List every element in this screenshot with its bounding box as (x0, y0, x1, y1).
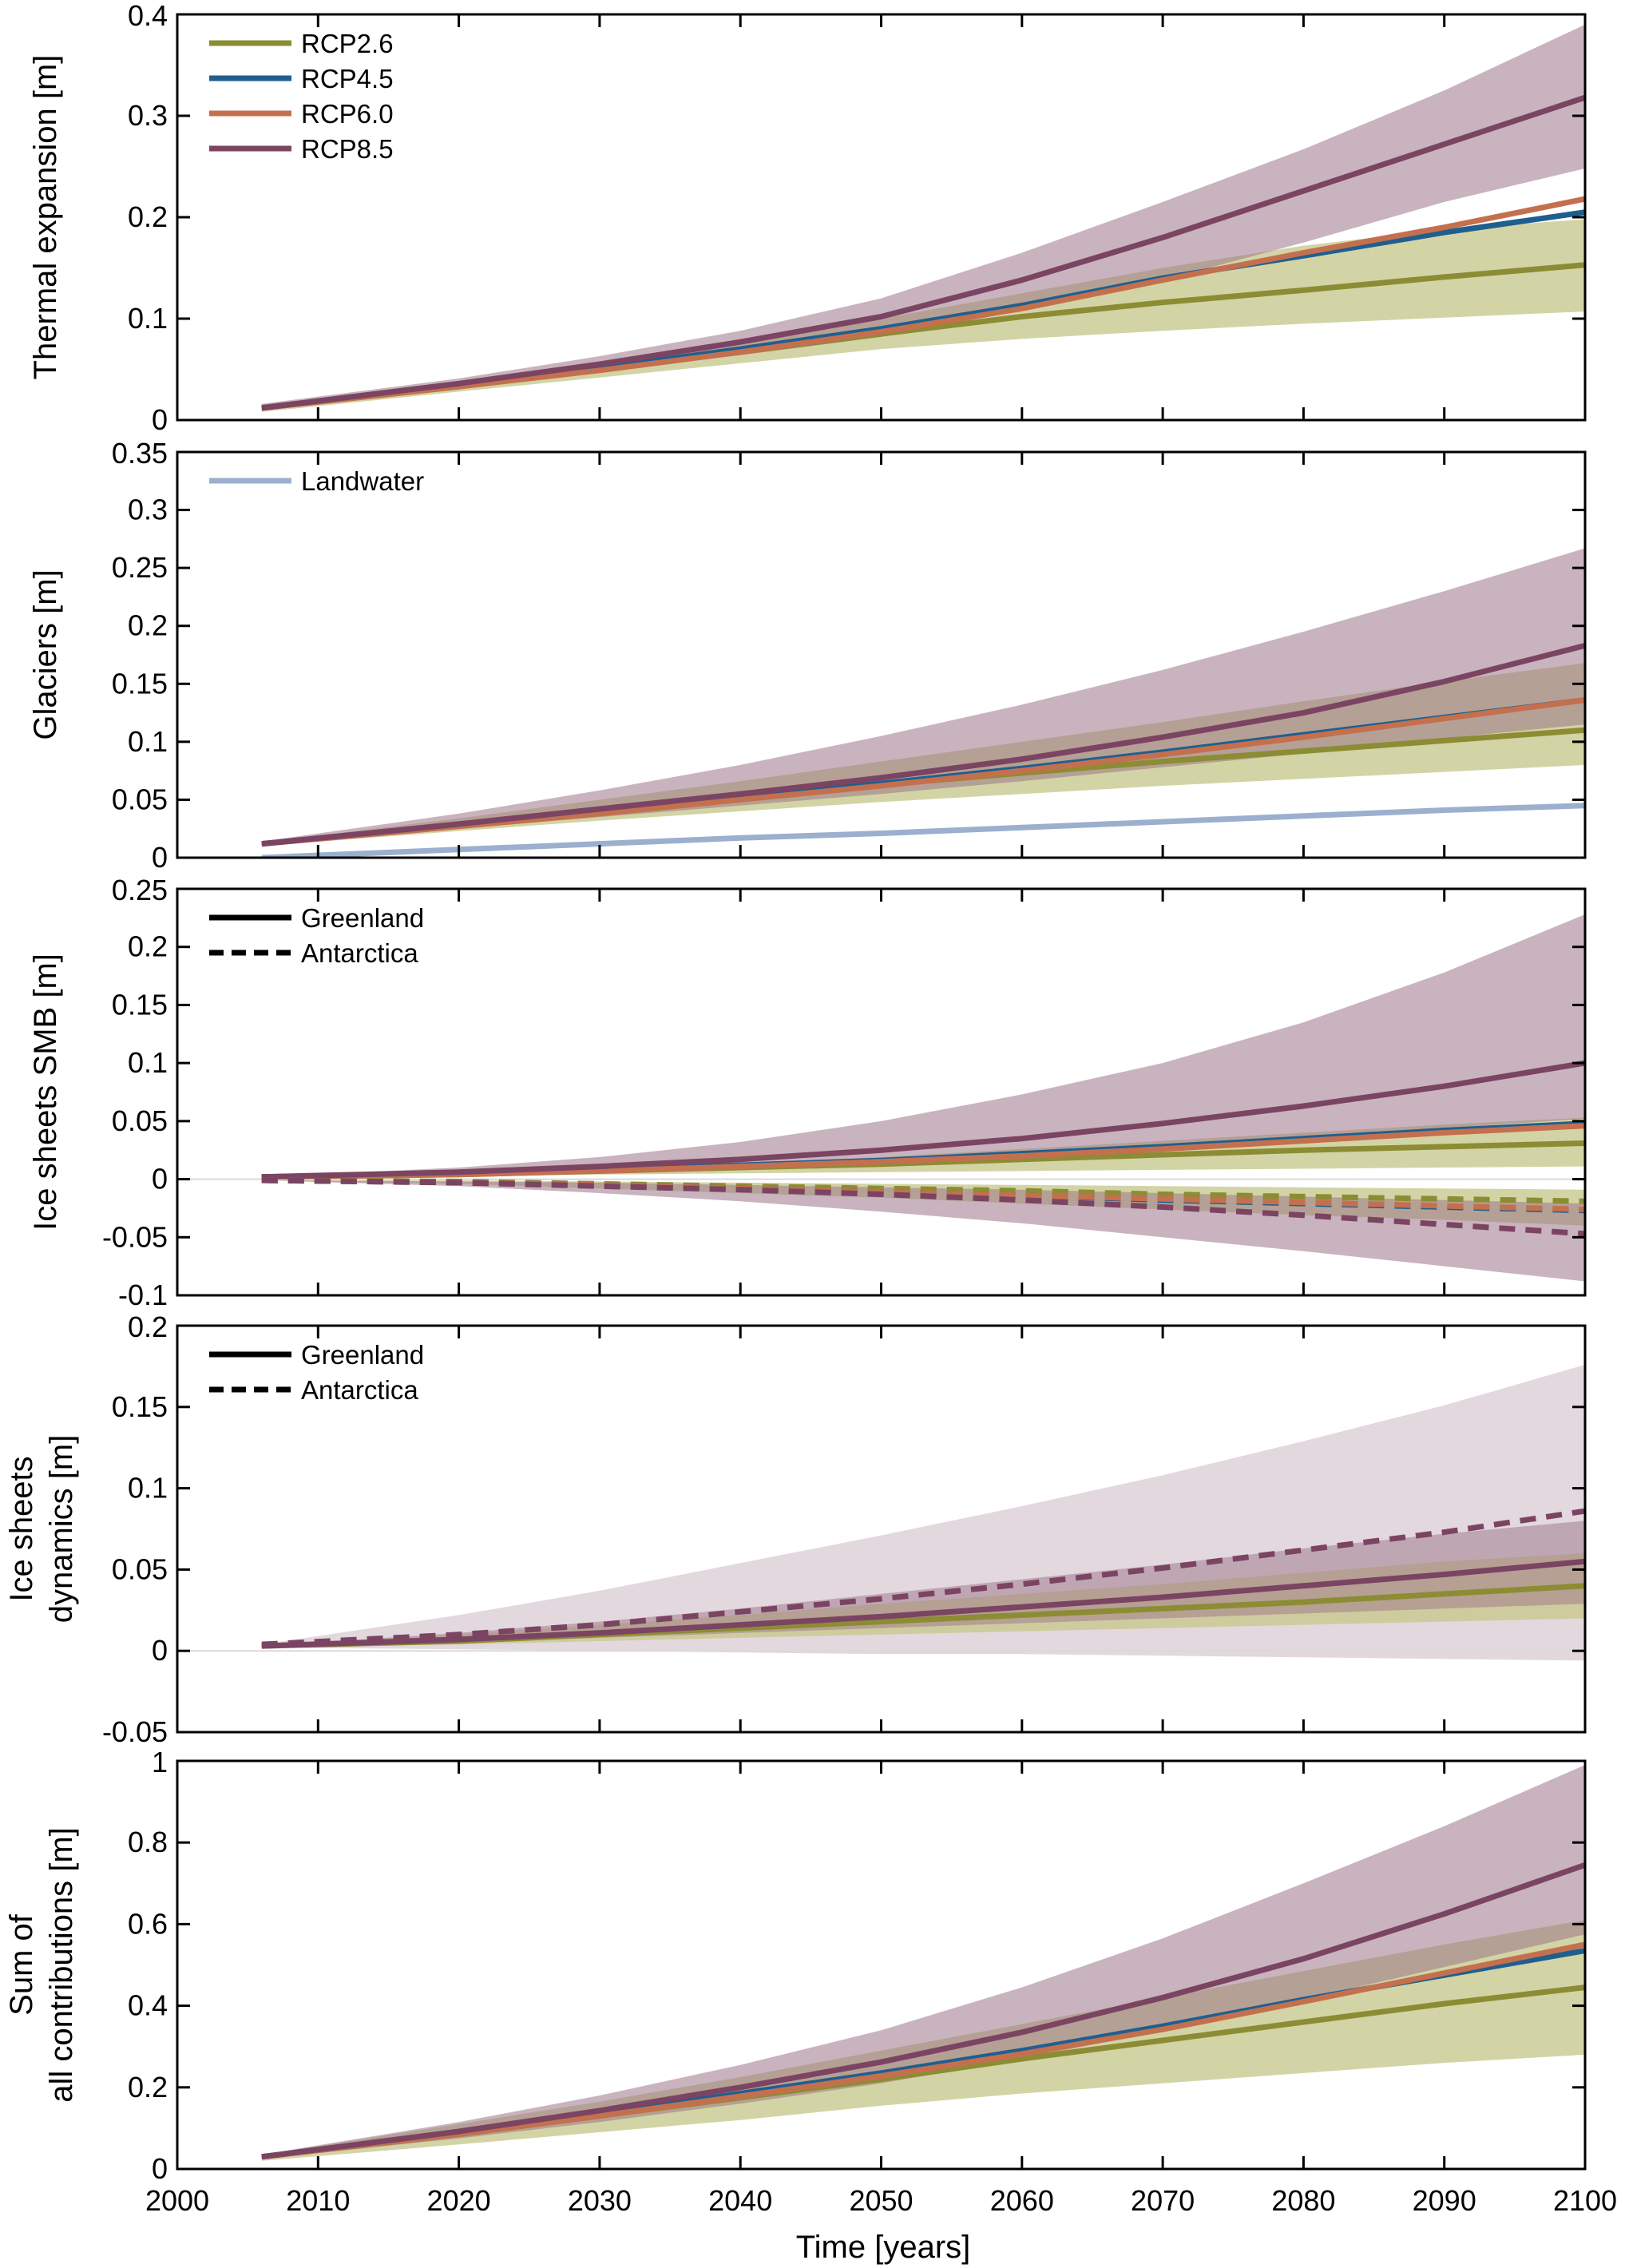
y-tick-label: -0.05 (102, 1715, 168, 1748)
series-line-rcp8-5 (261, 94, 1585, 411)
panel-plot-area (261, 548, 1585, 858)
x-tick-label: 2010 (286, 2184, 350, 2217)
x-axis-label: Time [years] (796, 2230, 971, 2265)
y-tick-label: 0.2 (128, 200, 168, 233)
y-tick-label: 1 (152, 1746, 168, 1778)
legend-label: Antarctica (301, 1375, 418, 1405)
x-tick-label: 2090 (1413, 2184, 1476, 2217)
x-tick-label: 2040 (708, 2184, 772, 2217)
panel-1: 0 0.1 0.2 0.3 0.4 Thermal expansion [m] RCP2.6… (28, 0, 1587, 436)
y-tick-label: 0.15 (112, 988, 168, 1021)
legend-label: RCP6.0 (301, 99, 394, 129)
x-tick-label: 2060 (990, 2184, 1054, 2217)
y-axis-label: Glaciers [m] (28, 569, 63, 739)
y-tick-label: 0.3 (128, 99, 168, 132)
y-tick-label: 0.05 (112, 1552, 168, 1585)
x-tick-label: 2100 (1553, 2184, 1617, 2217)
uncertainty-band-3 (261, 1180, 1585, 1226)
legend-label: Landwater (301, 466, 424, 496)
y-tick-label: 0.1 (128, 1046, 168, 1079)
series-line-rcp8-5-dashed (261, 1508, 1585, 1647)
y-tick-label: 0 (152, 841, 168, 874)
legend-label: Greenland (301, 1340, 424, 1370)
legend-label: RCP4.5 (301, 64, 394, 93)
series-line-rcp6-0 (261, 1941, 1585, 2160)
y-tick-label: 0.1 (128, 725, 168, 758)
x-tick-label: 2000 (145, 2184, 209, 2217)
y-axis-label: Sum of (4, 1913, 39, 2016)
y-tick-label: 0.15 (112, 1390, 168, 1423)
legend-label: RCP8.5 (301, 134, 394, 164)
x-tick-label: 2080 (1271, 2184, 1335, 2217)
y-tick-label: 0.15 (112, 667, 168, 700)
y-tick-label: 0.2 (128, 930, 168, 963)
panel-plot-area (261, 1765, 1585, 2161)
panel-plot-area (261, 24, 1585, 412)
uncertainty-band-2 (261, 1765, 1585, 2159)
y-tick-label: 0.25 (112, 874, 168, 906)
panel-plot-area (177, 1364, 1585, 1661)
y-axis-label: Ice sheets SMB [m] (28, 954, 63, 1231)
uncertainty-band-2 (261, 24, 1585, 411)
series-line-landwater (261, 803, 1585, 858)
series-line-rcp6-0 (261, 196, 1585, 411)
series-line-rcp6-0 (261, 1123, 1585, 1180)
y-tick-label: 0 (152, 1163, 168, 1195)
uncertainty-band-2 (261, 548, 1585, 847)
y-tick-label: -0.05 (102, 1220, 168, 1253)
y-tick-label: 0.8 (128, 1826, 168, 1858)
panel-plot-area (177, 914, 1585, 1282)
y-tick-label: 0.6 (128, 1907, 168, 1940)
y-tick-label: 0.05 (112, 783, 168, 815)
y-axis-label: Ice sheets (4, 1456, 39, 1601)
chart-panels: 0 0.1 0.2 0.3 0.4 Thermal expansion [m] RCP2.6… (4, 0, 1617, 2217)
y-tick-label: 0.1 (128, 1472, 168, 1505)
y-tick-label: 0.1 (128, 302, 168, 335)
y-tick-label: 0.25 (112, 551, 168, 584)
y-tick-label: 0.4 (128, 1989, 168, 2022)
y-tick-label: 0.4 (128, 0, 168, 32)
series-line-rcp8-5-dashed (261, 1177, 1585, 1237)
y-axis-label: all contributions [m] (44, 1827, 79, 2103)
y-tick-label: 0 (152, 403, 168, 436)
panel-5: 0 0.2 0.4 0.6 0.8 1 Sum of all contributions [m… (4, 1746, 1587, 2185)
series-line-rcp8-5 (261, 1558, 1585, 1649)
y-axis-label: dynamics [m] (44, 1435, 79, 1624)
y-tick-label: 0.2 (128, 609, 168, 642)
legend-label: Antarctica (301, 938, 418, 968)
x-tick-label: 2050 (849, 2184, 913, 2217)
legend-label: Greenland (301, 903, 424, 933)
y-tick-label: 0.05 (112, 1104, 168, 1137)
panel-4: -0.05 0 0.05 0.1 0.15 0.2 Ice sheets dynamics [… (4, 1310, 1587, 1748)
panel-2: 0 0.05 0.1 0.15 0.2 0.25 0.3 0.35 Glaciers [m] La… (28, 437, 1587, 874)
x-tick-label: 2030 (568, 2184, 632, 2217)
y-tick-label: 0.3 (128, 494, 168, 526)
y-axis-label: Thermal expansion [m] (28, 55, 63, 380)
x-tick-label: 2070 (1131, 2184, 1195, 2217)
y-tick-label: 0.2 (128, 2071, 168, 2103)
uncertainty-band-4 (261, 1180, 1585, 1282)
y-tick-label: 0 (152, 1634, 168, 1667)
y-tick-label: 0.35 (112, 437, 168, 470)
x-tick-label: 2020 (427, 2184, 491, 2217)
series-line-rcp8-5 (261, 1060, 1585, 1180)
series-line-rcp8-5 (261, 1862, 1585, 2160)
series-line-rcp6-0 (261, 697, 1585, 847)
uncertainty-band-1 (261, 1117, 1585, 1177)
y-tick-label: 0 (152, 2152, 168, 2185)
y-tick-label: 0.2 (128, 1310, 168, 1343)
panel-3: -0.1 -0.05 0 0.05 0.1 0.15 0.2 0.25 Ice sheets S… (28, 874, 1587, 1311)
y-tick-label: -0.1 (118, 1279, 168, 1311)
series-line-rcp8-5 (261, 643, 1585, 847)
legend-label: RCP2.6 (301, 29, 394, 58)
